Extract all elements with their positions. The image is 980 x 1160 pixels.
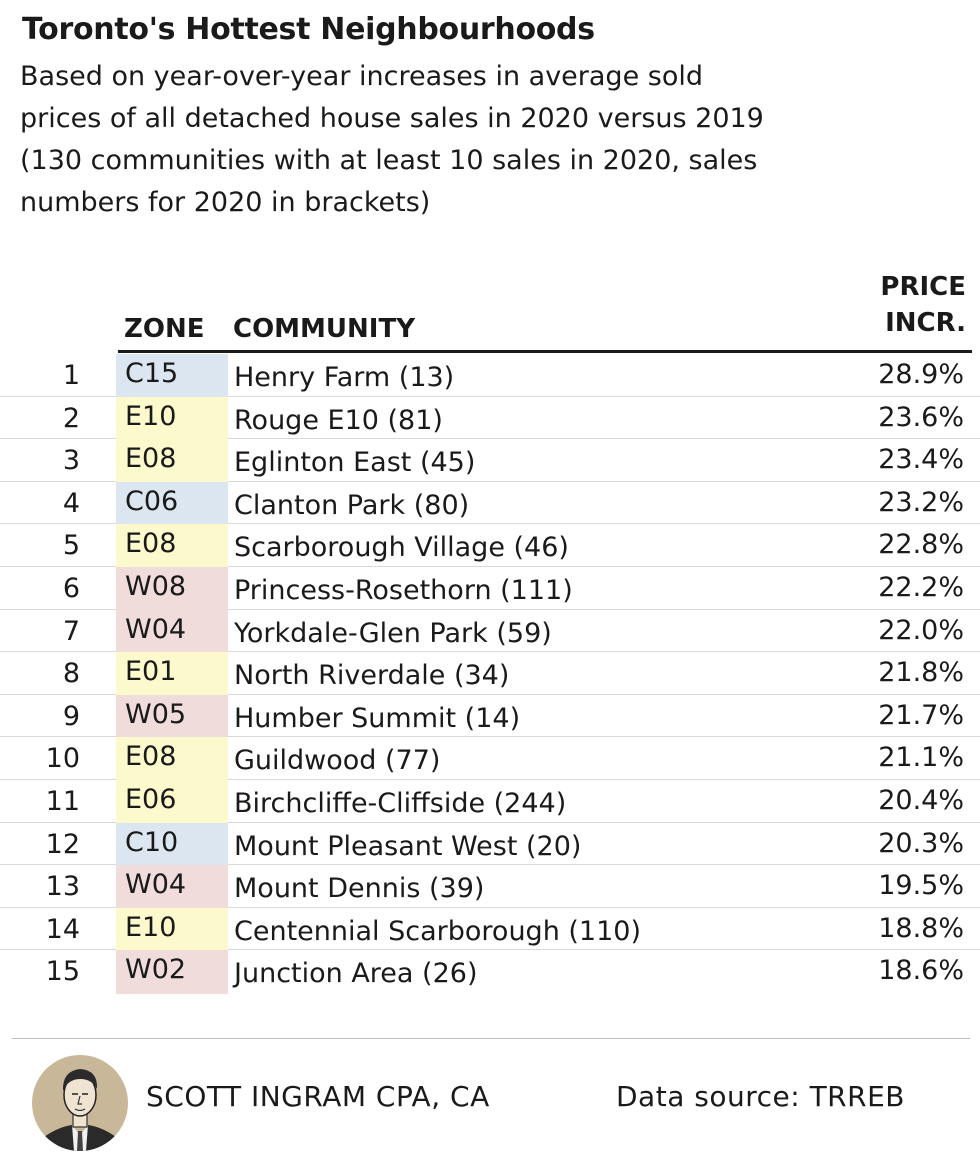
zone-cell: E01 xyxy=(116,652,228,695)
table-row: 7 W04 Yorkdale-Glen Park (59) 22.0% xyxy=(0,609,980,653)
table-row: 6 W08 Princess-Rosethorn (111) 22.2% xyxy=(0,566,980,610)
price-incr-cell: 23.2% xyxy=(878,486,964,518)
community-cell: Clanton Park (80) xyxy=(234,489,470,521)
column-header-price-line: INCR. xyxy=(885,308,966,338)
table-row: 5 E08 Scarborough Village (46) 22.8% xyxy=(0,524,980,567)
column-header-price-incr: PRICE INCR. xyxy=(880,269,966,341)
zone-cell: W05 xyxy=(116,694,228,738)
table-row: 4 C06 Clanton Park (80) 23.2% xyxy=(0,481,980,525)
rank-cell: 1 xyxy=(62,360,80,391)
table-row: 14 E10 Centennial Scarborough (110) 18.8% xyxy=(0,907,980,951)
zone-cell: E10 xyxy=(116,396,228,440)
zone-cell: E08 xyxy=(116,524,228,567)
zone-cell: C15 xyxy=(116,354,228,397)
column-header-price-line: PRICE xyxy=(880,272,966,302)
zone-cell: E10 xyxy=(116,907,228,951)
rank-cell: 12 xyxy=(45,828,80,860)
price-incr-cell: 22.8% xyxy=(878,529,964,561)
price-incr-cell: 21.1% xyxy=(878,742,964,774)
community-cell: Guildwood (77) xyxy=(234,745,441,777)
table-row: 2 E10 Rouge E10 (81) 23.6% xyxy=(0,396,980,440)
rank-cell: 9 xyxy=(62,700,80,732)
column-header-zone: ZONE xyxy=(124,314,205,344)
subtitle-line: prices of all detached house sales in 20… xyxy=(20,103,764,134)
rank-cell: 15 xyxy=(45,956,80,988)
chart-subtitle: Based on year-over-year increases in ave… xyxy=(20,56,940,224)
zone-cell: W02 xyxy=(116,950,228,994)
rank-cell: 14 xyxy=(45,913,80,945)
community-cell: Centennial Scarborough (110) xyxy=(234,915,641,947)
zone-cell: W04 xyxy=(116,609,228,653)
rank-cell: 11 xyxy=(45,785,80,817)
community-cell: Scarborough Village (46) xyxy=(234,532,569,564)
price-incr-cell: 18.6% xyxy=(878,955,964,987)
table-row: 3 E08 Eglinton East (45) 23.4% xyxy=(0,439,980,482)
community-cell: Mount Dennis (39) xyxy=(234,873,485,905)
subtitle-line: (130 communities with at least 10 sales … xyxy=(20,145,758,176)
rank-cell: 10 xyxy=(45,743,80,775)
data-source: Data source: TRREB xyxy=(616,1080,905,1113)
rank-cell: 13 xyxy=(45,871,80,903)
table-row: 8 E01 North Riverdale (34) 21.8% xyxy=(0,652,980,695)
price-incr-cell: 20.4% xyxy=(878,784,964,816)
zone-cell: E06 xyxy=(116,779,228,823)
subtitle-line: numbers for 2020 in brackets) xyxy=(20,187,431,218)
community-cell: Yorkdale-Glen Park (59) xyxy=(234,617,552,649)
community-cell: Henry Farm (13) xyxy=(234,362,455,393)
community-cell: Princess-Rosethorn (111) xyxy=(234,574,573,606)
table-row: 1 C15 Henry Farm (13) 28.9% xyxy=(0,354,980,397)
table-row: 10 E08 Guildwood (77) 21.1% xyxy=(0,737,980,780)
community-cell: Junction Area (26) xyxy=(234,958,478,990)
chart-title: Toronto's Hottest Neighbourhoods xyxy=(22,12,595,47)
table-row: 13 W04 Mount Dennis (39) 19.5% xyxy=(0,865,980,908)
community-cell: Birchcliffe-Cliffside (244) xyxy=(234,787,567,819)
table-row: 9 W05 Humber Summit (14) 21.7% xyxy=(0,694,980,738)
price-incr-cell: 23.4% xyxy=(878,444,964,476)
rank-cell: 4 xyxy=(62,487,80,519)
rank-cell: 2 xyxy=(62,402,80,434)
price-incr-cell: 28.9% xyxy=(878,359,964,390)
rank-cell: 8 xyxy=(62,658,80,690)
rank-cell: 5 xyxy=(62,530,80,562)
rank-cell: 6 xyxy=(62,572,80,604)
table-body: 1 C15 Henry Farm (13) 28.9% 2 E10 Rouge E10 (8… xyxy=(0,354,980,994)
price-incr-cell: 18.8% xyxy=(878,912,964,944)
column-header-community: COMMUNITY xyxy=(233,314,416,344)
zone-cell: E08 xyxy=(116,439,228,482)
community-cell: Mount Pleasant West (20) xyxy=(234,830,582,862)
zone-cell: W08 xyxy=(116,566,228,610)
author-credit: SCOTT INGRAM CPA, CA xyxy=(146,1080,490,1113)
community-cell: Eglinton East (45) xyxy=(234,447,476,479)
community-cell: North Riverdale (34) xyxy=(234,660,510,692)
zone-cell: C10 xyxy=(116,822,228,866)
price-incr-cell: 21.7% xyxy=(878,699,964,731)
zone-cell: C06 xyxy=(116,481,228,525)
table-row: 15 W02 Junction Area (26) 18.6% xyxy=(0,950,980,994)
price-incr-cell: 20.3% xyxy=(878,827,964,859)
price-incr-cell: 21.8% xyxy=(878,657,964,689)
price-incr-cell: 19.5% xyxy=(878,870,964,902)
price-incr-cell: 22.2% xyxy=(878,571,964,603)
community-cell: Rouge E10 (81) xyxy=(234,404,443,436)
rank-cell: 3 xyxy=(62,445,80,477)
author-portrait-icon xyxy=(32,1055,128,1151)
rank-cell: 7 xyxy=(62,615,80,647)
price-incr-cell: 22.0% xyxy=(878,614,964,646)
table-row: 11 E06 Birchcliffe-Cliffside (244) 20.4% xyxy=(0,779,980,823)
community-cell: Humber Summit (14) xyxy=(234,702,521,734)
footer-divider xyxy=(12,1038,970,1039)
subtitle-line: Based on year-over-year increases in ave… xyxy=(20,61,703,92)
zone-cell: W04 xyxy=(116,865,228,908)
zone-cell: E08 xyxy=(116,737,228,780)
header-divider xyxy=(118,350,972,353)
table-row: 12 C10 Mount Pleasant West (20) 20.3% xyxy=(0,822,980,866)
price-incr-cell: 23.6% xyxy=(878,401,964,433)
